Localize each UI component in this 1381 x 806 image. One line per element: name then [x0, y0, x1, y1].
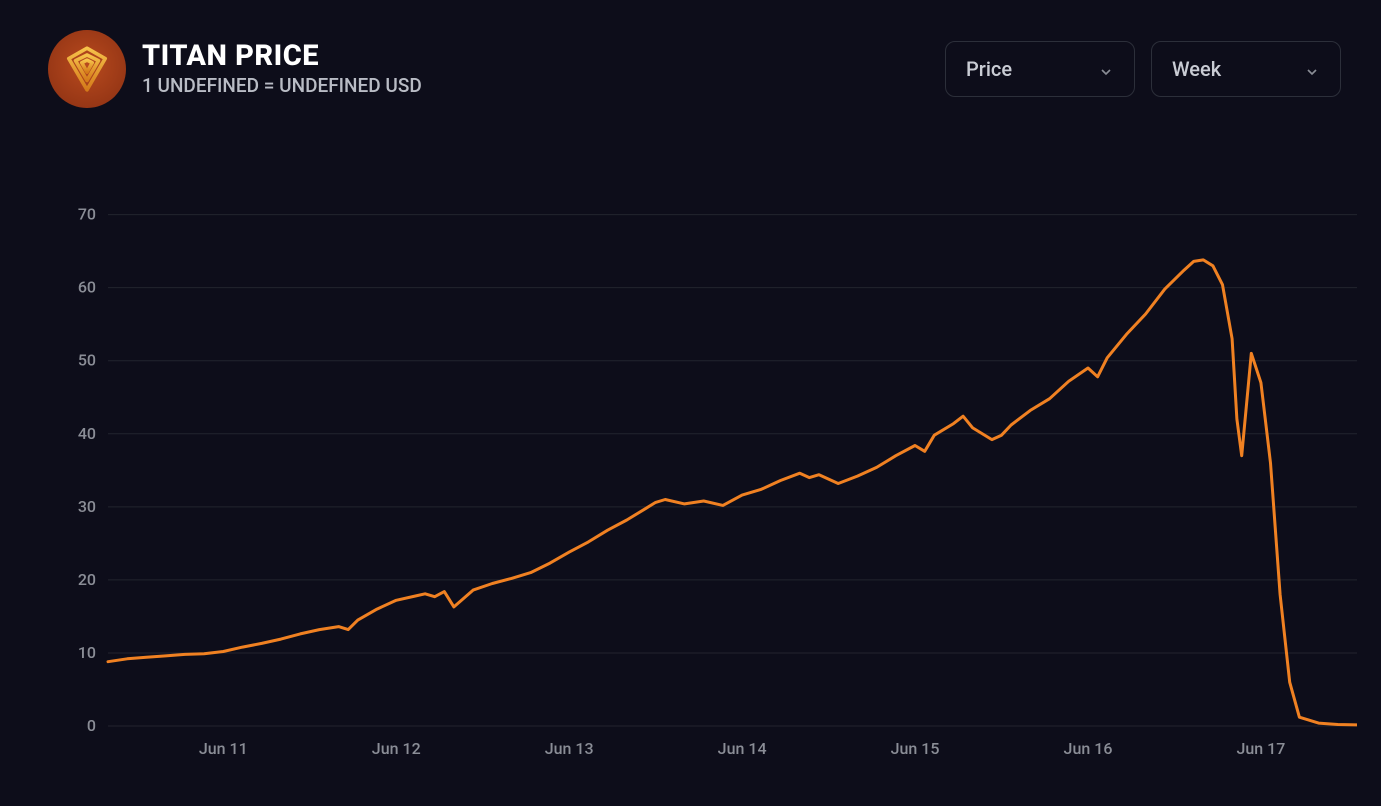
- svg-text:60: 60: [78, 278, 96, 297]
- svg-text:40: 40: [78, 424, 96, 443]
- titan-logo: [48, 30, 126, 108]
- svg-text:10: 10: [78, 643, 96, 662]
- title-block: TITAN PRICE 1 UNDEFINED = UNDEFINED USD: [142, 41, 422, 98]
- svg-text:Jun 17: Jun 17: [1236, 739, 1285, 758]
- svg-text:Jun 11: Jun 11: [199, 739, 248, 758]
- svg-text:20: 20: [78, 570, 96, 589]
- header-left: TITAN PRICE 1 UNDEFINED = UNDEFINED USD: [48, 30, 422, 108]
- header: TITAN PRICE 1 UNDEFINED = UNDEFINED USD …: [48, 30, 1341, 108]
- svg-text:Jun 16: Jun 16: [1064, 739, 1113, 758]
- svg-text:Jun 12: Jun 12: [372, 739, 421, 758]
- page-title: TITAN PRICE: [142, 41, 422, 73]
- svg-text:Jun 13: Jun 13: [545, 739, 594, 758]
- chevron-down-icon: [1098, 61, 1114, 77]
- page-subtitle: 1 UNDEFINED = UNDEFINED USD: [142, 74, 422, 97]
- diamond-icon: [61, 43, 113, 95]
- svg-text:30: 30: [78, 497, 96, 516]
- controls: Price Week: [945, 41, 1341, 97]
- chevron-down-icon: [1304, 61, 1320, 77]
- metric-dropdown[interactable]: Price: [945, 41, 1135, 97]
- svg-text:70: 70: [78, 205, 96, 224]
- metric-dropdown-label: Price: [966, 57, 1012, 81]
- svg-text:Jun 15: Jun 15: [891, 739, 940, 758]
- svg-text:50: 50: [78, 351, 96, 370]
- svg-text:Jun 14: Jun 14: [718, 739, 767, 758]
- range-dropdown[interactable]: Week: [1151, 41, 1341, 97]
- range-dropdown-label: Week: [1172, 57, 1221, 81]
- price-chart: 0 10 20 30 40 50 60 70 Jun 11 Jun 12 Jun 13 Jun 14 J…: [48, 170, 1357, 786]
- svg-text:0: 0: [87, 716, 96, 735]
